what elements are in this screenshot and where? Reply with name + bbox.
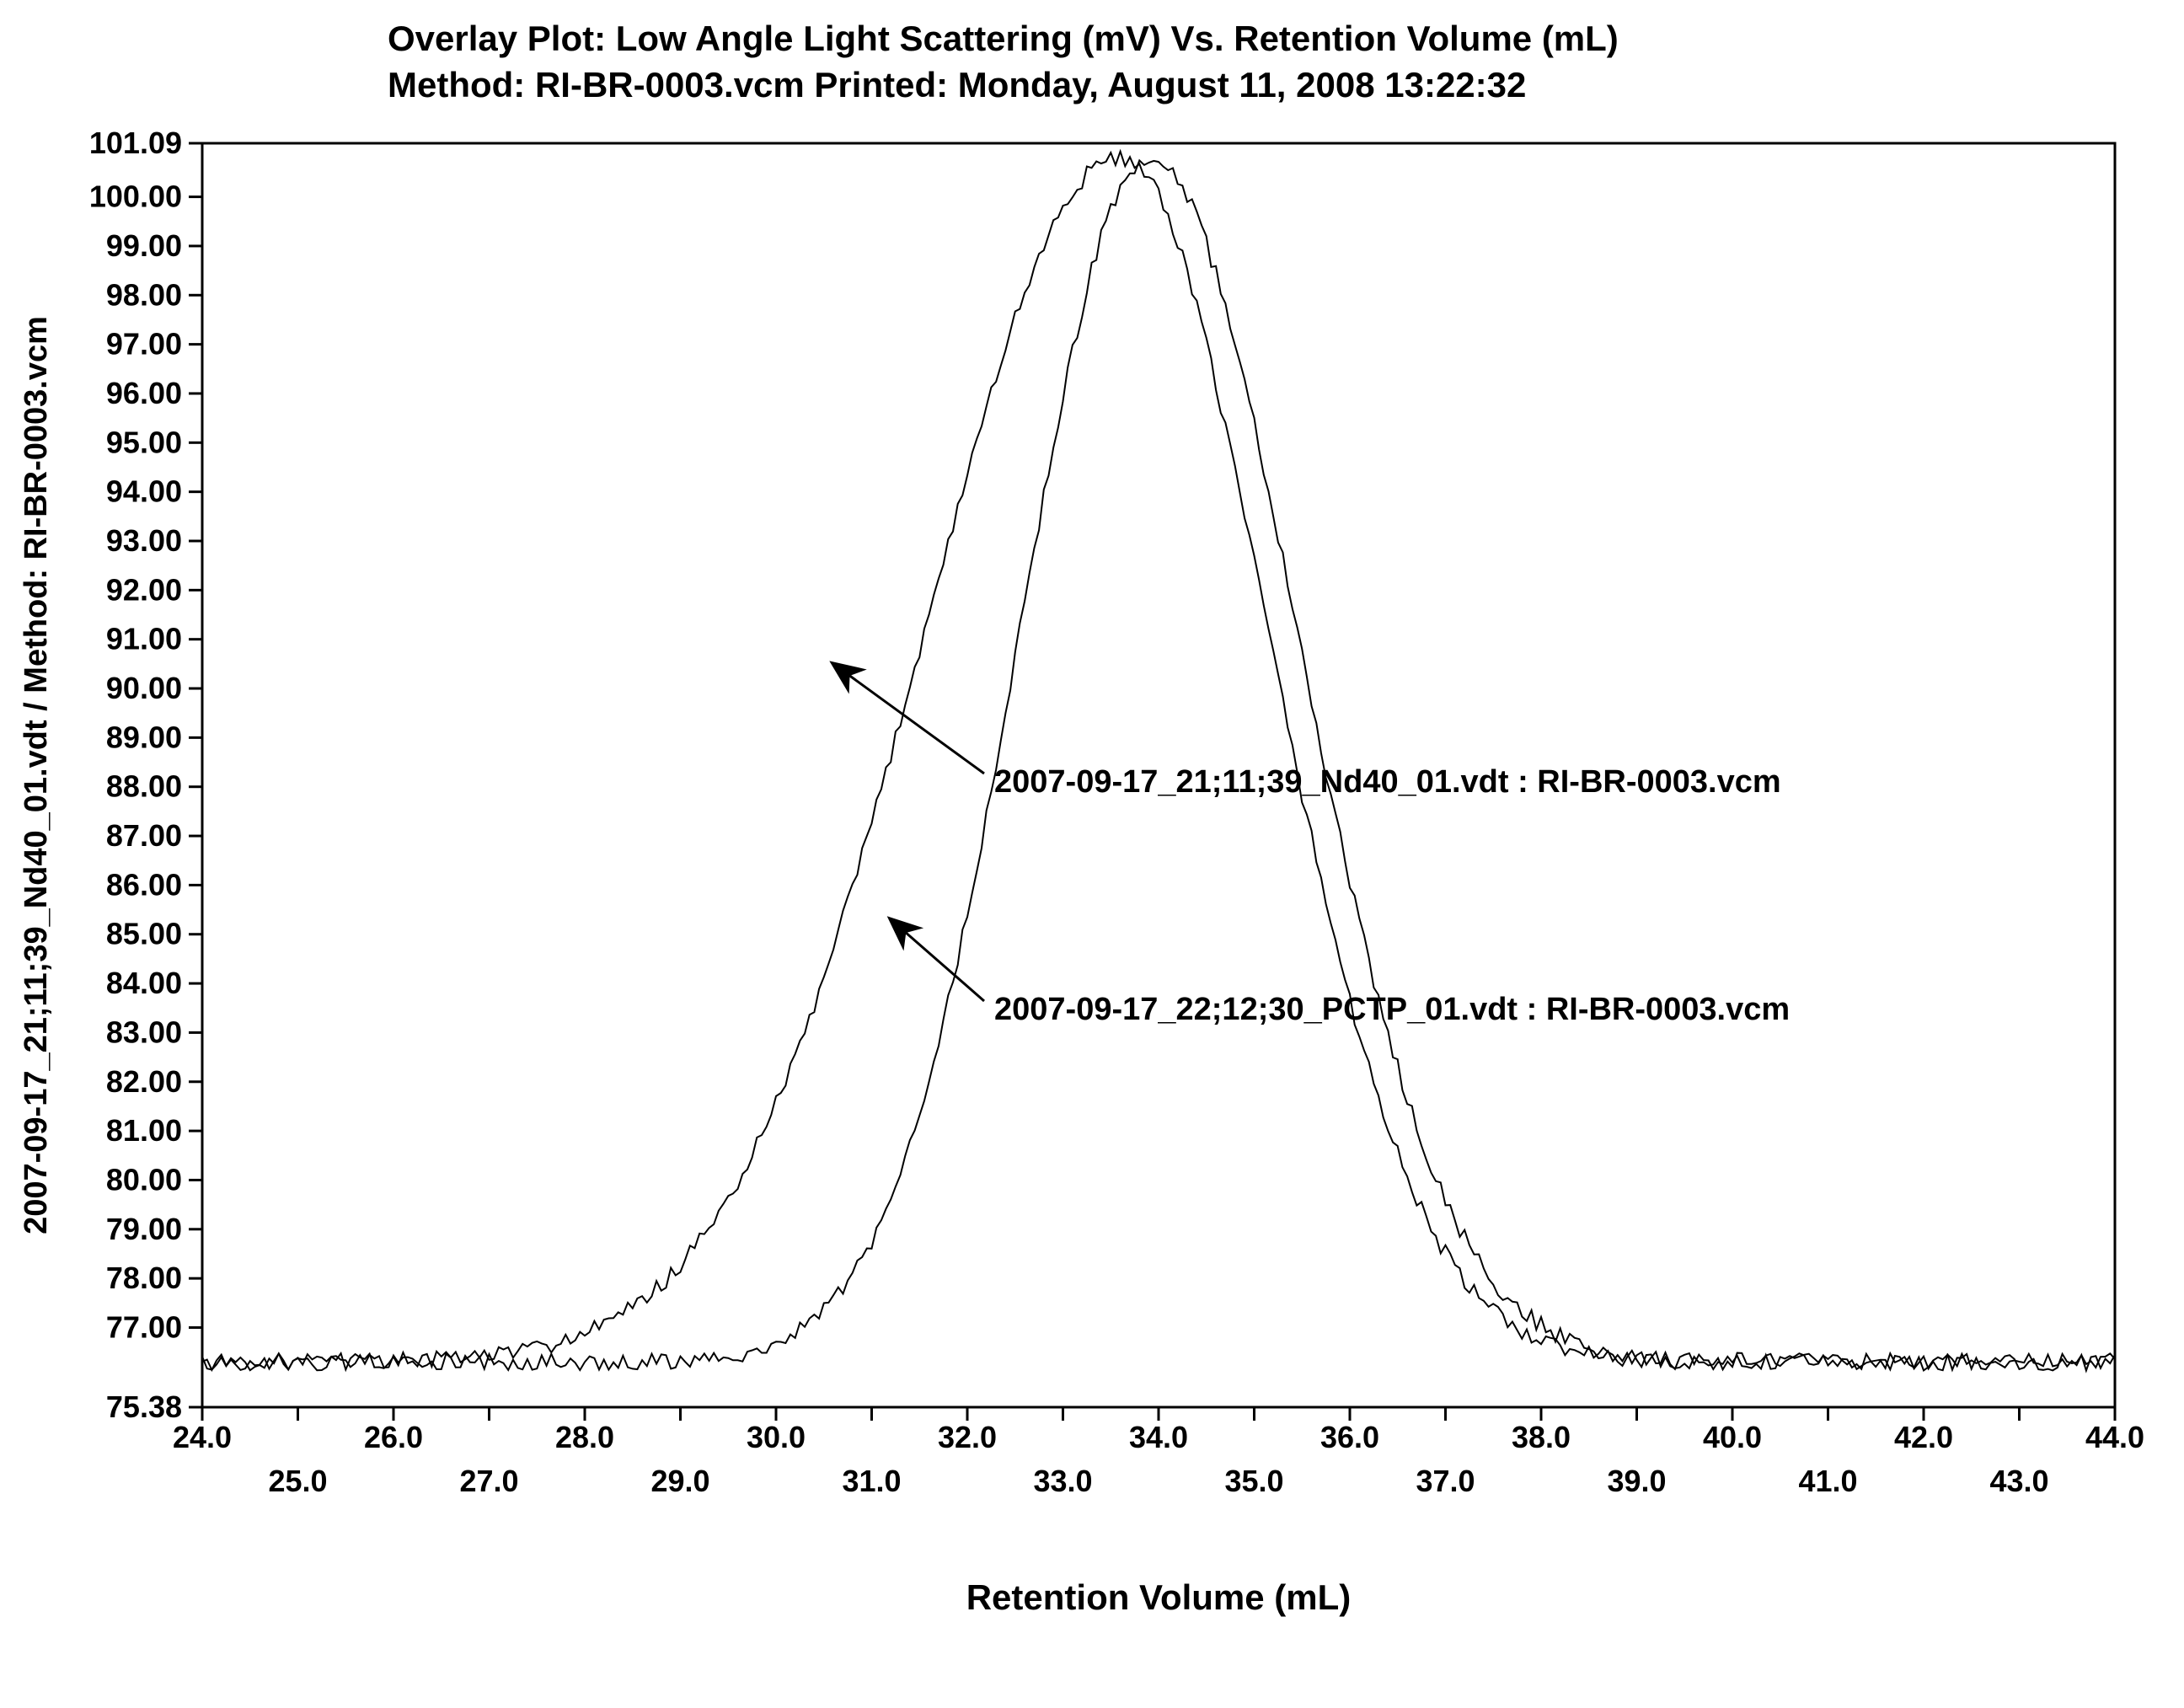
svg-text:27.0: 27.0 (459, 1464, 518, 1498)
annotation-arrow-pctp (891, 919, 984, 1001)
svg-text:98.00: 98.00 (106, 277, 182, 312)
svg-text:80.00: 80.00 (106, 1162, 182, 1197)
svg-text:24.0: 24.0 (173, 1420, 232, 1454)
svg-text:38.0: 38.0 (1512, 1420, 1571, 1454)
svg-text:81.00: 81.00 (106, 1113, 182, 1148)
annotation-label-pctp: 2007-09-17_22;12;30_PCTP_01.vdt : RI-BR-… (994, 992, 1790, 1027)
annotation-label-nd40: 2007-09-17_21;11;39_Nd40_01.vdt : RI-BR-… (994, 764, 1781, 800)
svg-text:35.0: 35.0 (1224, 1464, 1283, 1498)
svg-text:44.0: 44.0 (2085, 1420, 2144, 1454)
chart-series (202, 152, 2115, 1371)
svg-text:89.00: 89.00 (106, 720, 182, 754)
x-axis-ticks: 24.0 26.0 28.0 30.0 32.0 34.0 36.0 38.0 40.0 42.0… (173, 1407, 2144, 1498)
svg-text:79.00: 79.00 (106, 1212, 182, 1246)
svg-text:85.00: 85.00 (106, 917, 182, 951)
svg-text:90.00: 90.00 (106, 671, 182, 705)
svg-text:28.0: 28.0 (555, 1420, 614, 1454)
svg-text:43.0: 43.0 (1989, 1464, 2048, 1498)
svg-text:96.00: 96.00 (106, 376, 182, 410)
annotation-arrow-nd40 (833, 664, 984, 774)
svg-text:92.00: 92.00 (106, 572, 182, 607)
svg-text:42.0: 42.0 (1894, 1420, 1953, 1454)
svg-text:83.00: 83.00 (106, 1015, 182, 1049)
svg-text:87.00: 87.00 (106, 818, 182, 853)
svg-text:31.0: 31.0 (842, 1464, 901, 1498)
svg-text:86.00: 86.00 (106, 867, 182, 902)
svg-text:41.0: 41.0 (1798, 1464, 1857, 1498)
svg-text:30.0: 30.0 (747, 1420, 806, 1454)
chart-annotations: 2007-09-17_21;11;39_Nd40_01.vdt : RI-BR-… (833, 664, 1790, 1027)
svg-text:34.0: 34.0 (1129, 1420, 1188, 1454)
y-axis-rotated-label: 2007-09-17_21;11;39_Nd40_01.vdt / Method… (19, 316, 54, 1234)
svg-text:25.0: 25.0 (268, 1464, 327, 1498)
svg-text:77.00: 77.00 (106, 1309, 182, 1344)
svg-text:40.0: 40.0 (1703, 1420, 1762, 1454)
svg-text:99.00: 99.00 (106, 228, 182, 263)
x-axis-label: Retention Volume (mL) (966, 1577, 1352, 1617)
svg-text:95.00: 95.00 (106, 425, 182, 459)
svg-text:84.00: 84.00 (106, 966, 182, 1000)
chart-title-line2: Method: RI-BR-0003.vcm Printed: Monday, … (388, 65, 1526, 104)
svg-text:78.00: 78.00 (106, 1261, 182, 1295)
chart-title-line1: Overlay Plot: Low Angle Light Scattering… (388, 19, 1619, 58)
svg-text:100.00: 100.00 (89, 179, 182, 214)
svg-text:39.0: 39.0 (1607, 1464, 1666, 1498)
y-axis-ticks: 101.09 100.00 99.00 98.00 97.00 96.00 95.00 94.… (89, 126, 202, 1424)
svg-text:88.00: 88.00 (106, 769, 182, 804)
svg-text:97.00: 97.00 (106, 327, 182, 361)
svg-text:26.0: 26.0 (364, 1420, 423, 1454)
overlay-plot-chart: Overlay Plot: Low Angle Light Scattering… (0, 0, 2184, 1708)
svg-text:75.38: 75.38 (106, 1389, 182, 1424)
svg-text:29.0: 29.0 (650, 1464, 709, 1498)
svg-text:33.0: 33.0 (1033, 1464, 1092, 1498)
svg-text:91.00: 91.00 (106, 622, 182, 656)
svg-text:37.0: 37.0 (1416, 1464, 1475, 1498)
svg-text:93.00: 93.00 (106, 523, 182, 558)
svg-text:94.00: 94.00 (106, 474, 182, 509)
svg-text:36.0: 36.0 (1320, 1420, 1379, 1454)
svg-text:32.0: 32.0 (938, 1420, 997, 1454)
series-nd40 (202, 152, 2115, 1371)
svg-text:101.09: 101.09 (89, 126, 182, 160)
svg-text:82.00: 82.00 (106, 1064, 182, 1099)
